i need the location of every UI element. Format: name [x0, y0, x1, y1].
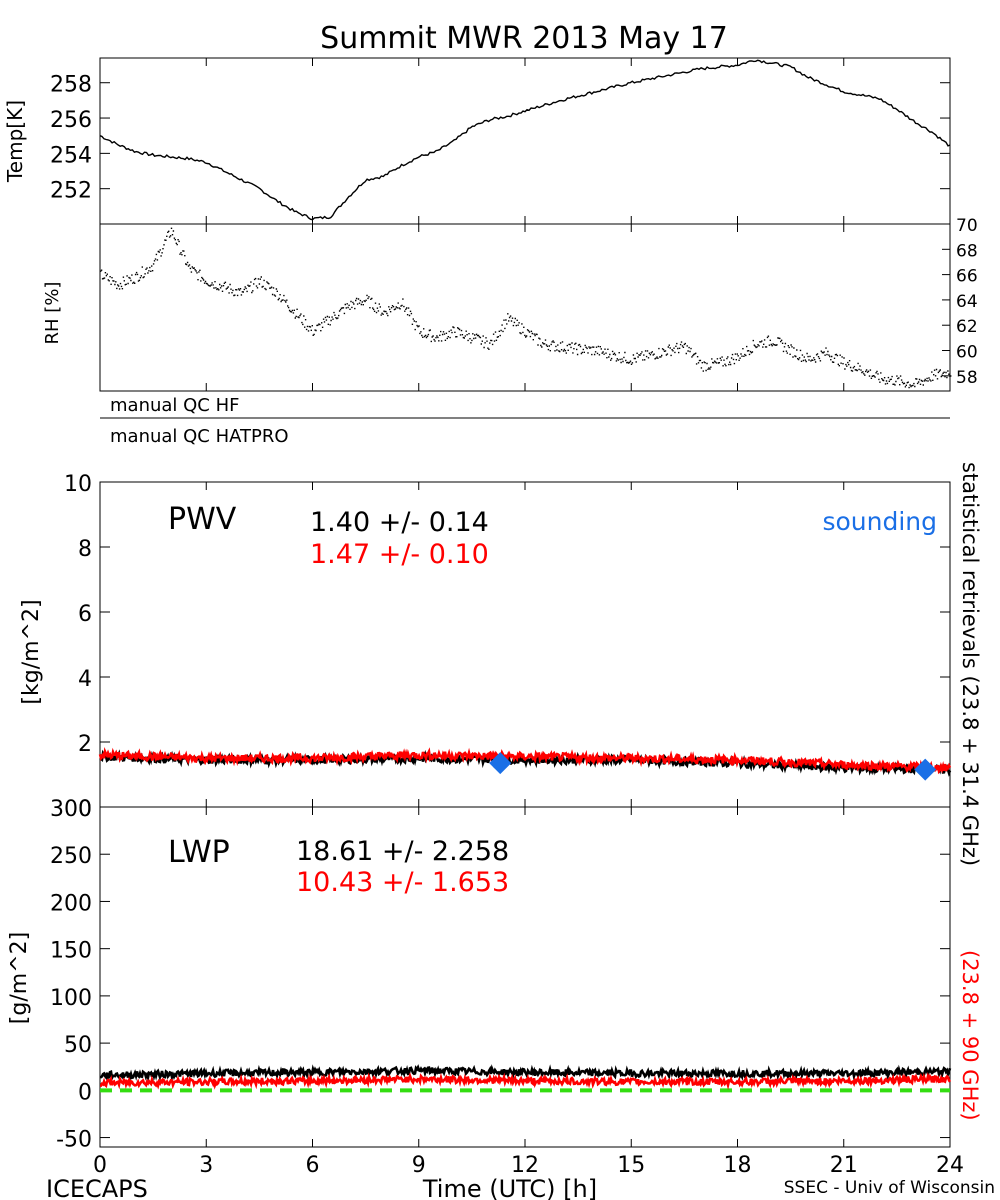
temperature-ytick-label: 254 [50, 143, 92, 168]
pwv-ytick-label: 4 [78, 667, 92, 692]
rh-ytick-label: 58 [956, 368, 978, 388]
rh-ytick-label: 68 [956, 241, 978, 261]
lwp-series-line-1 [99, 1071, 952, 1091]
x-tick-label: 3 [199, 1153, 213, 1178]
temperature-ytick-label: 252 [50, 179, 92, 204]
pwv-ylabel: [kg/m^2] [19, 599, 44, 704]
lwp-ytick-label: 150 [50, 939, 92, 964]
lwp-ytick-label: 50 [64, 1033, 92, 1058]
rh-ytick-label: 66 [956, 267, 978, 287]
pwv-label: PWV [168, 502, 237, 537]
temperature-ytick-label: 258 [50, 73, 92, 98]
lwp-ytick-label: -50 [56, 1128, 92, 1153]
sounding-diamond [489, 752, 512, 775]
lwp-stat-red: 10.43 +/- 1.653 [296, 867, 509, 898]
rh-ytick-label: 64 [956, 292, 978, 312]
temperature-ytick-label: 256 [50, 108, 92, 133]
lwp-series-line-0 [99, 1064, 952, 1083]
lwp-label: LWP [168, 835, 230, 870]
right-label-black: statistical retrievals (23.8 + 31.4 GHz) [958, 462, 982, 866]
x-tick-label: 6 [306, 1153, 320, 1178]
pwv-stat-red: 1.47 +/- 0.10 [310, 539, 489, 570]
x-axis-label: Time (UTC) [h] [422, 1175, 597, 1200]
rh-ytick-label: 62 [956, 317, 978, 337]
pwv-ytick-label: 0 [78, 797, 92, 822]
pwv-ytick-label: 10 [64, 472, 92, 497]
lwp-ytick-label: 200 [50, 891, 92, 916]
pwv-stat-black: 1.40 +/- 0.14 [310, 507, 489, 538]
sounding-diamond [914, 758, 937, 781]
temperature-panel [99, 57, 951, 225]
x-tick-label: 0 [93, 1153, 107, 1178]
lwp-ytick-label: 0 [78, 1080, 92, 1105]
lwp-ylabel: [g/m^2] [7, 932, 32, 1024]
rh-ytick-label: 70 [956, 216, 978, 236]
footer-left: ICECAPS [46, 1175, 148, 1200]
x-tick-label: 21 [830, 1153, 858, 1178]
lwp-ytick-label: 250 [50, 844, 92, 869]
footer-right: SSEC - Univ of Wisconsin [784, 1178, 995, 1198]
x-tick-label: 18 [724, 1153, 752, 1178]
pwv-ytick-label: 2 [78, 732, 92, 757]
qc-hatpro-label: manual QC HATPRO [110, 426, 289, 447]
x-tick-label: 15 [617, 1153, 645, 1178]
pwv-ytick-label: 6 [78, 602, 92, 627]
lwp-ytick-label: 100 [50, 986, 92, 1011]
pwv-series-line-1 [98, 746, 952, 775]
chart-marks: 252254256258586062646668700246810-500501… [50, 58, 978, 1178]
temperature-series-line-0 [99, 59, 951, 221]
x-tick-label: 24 [936, 1153, 964, 1178]
sounding-legend: sounding [822, 507, 937, 536]
chart-title: Summit MWR 2013 May 17 [320, 21, 728, 56]
pwv-ytick-label: 8 [78, 537, 92, 562]
rh-ylabel: RH [%] [42, 282, 63, 345]
x-tick-label: 12 [511, 1153, 539, 1178]
x-tick-label: 9 [412, 1153, 426, 1178]
rh-ytick-label: 60 [956, 343, 978, 363]
rh-panel [99, 223, 951, 392]
right-label-red: (23.8 + 90 GHz) [958, 950, 982, 1121]
temperature-ylabel: Temp[K] [3, 100, 27, 183]
rh-series-points [100, 227, 952, 389]
lwp-ytick-label: 300 [50, 797, 92, 822]
qc-hf-label: manual QC HF [110, 395, 239, 416]
lwp-stat-black: 18.61 +/- 2.258 [296, 836, 509, 867]
